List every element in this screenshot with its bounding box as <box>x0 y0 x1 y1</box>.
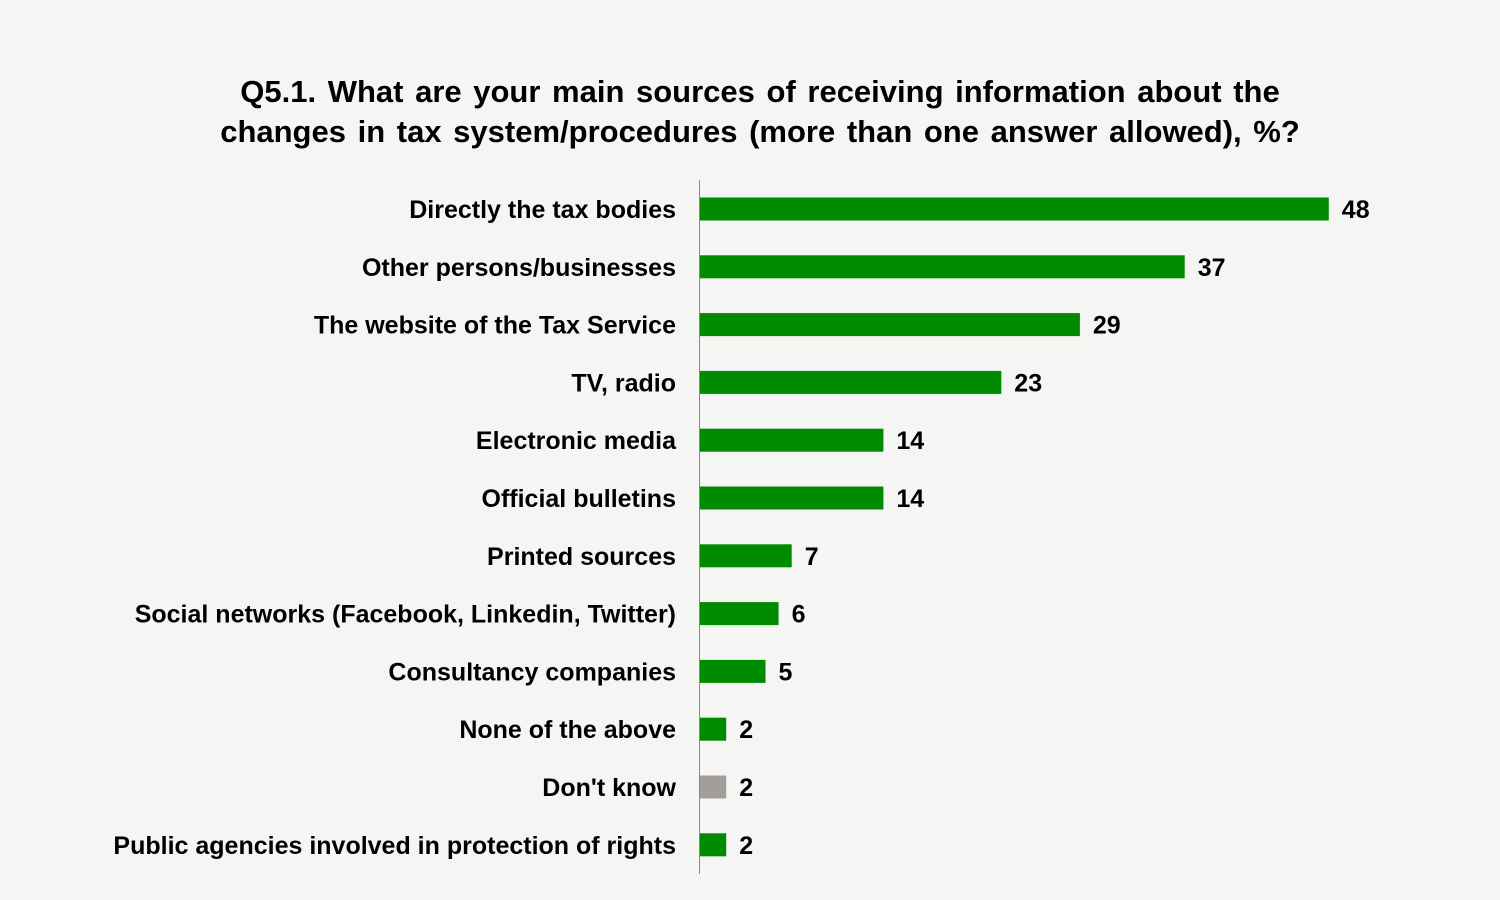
category-label: Public agencies involved in protection o… <box>113 832 676 860</box>
bar <box>700 775 727 799</box>
chart-title-line-2: changes in tax system/procedures (more t… <box>220 114 1300 149</box>
category-label: The website of the Tax Service <box>314 312 676 340</box>
category-label: Directly the tax bodies <box>409 196 676 224</box>
value-label: 2 <box>739 716 753 744</box>
bar <box>700 428 884 452</box>
value-label: 5 <box>779 658 793 686</box>
category-label: None of the above <box>459 716 676 744</box>
bar <box>700 370 1002 394</box>
value-label: 6 <box>792 601 806 629</box>
bar <box>700 717 727 741</box>
bar <box>700 602 779 626</box>
value-label: 29 <box>1093 312 1121 340</box>
value-label: 23 <box>1014 369 1042 397</box>
value-label: 2 <box>739 774 753 802</box>
bar <box>700 255 1185 279</box>
value-label: 7 <box>805 543 819 571</box>
category-label: TV, radio <box>571 369 676 397</box>
category-label: Other persons/businesses <box>362 254 676 282</box>
bar <box>700 544 792 568</box>
category-label: Electronic media <box>476 427 677 455</box>
value-label: 14 <box>896 427 924 455</box>
category-label: Official bulletins <box>482 485 676 513</box>
bar <box>700 833 727 857</box>
bar <box>700 313 1080 337</box>
category-label: Don't know <box>542 774 676 802</box>
chart-title-line-1: Q5.1. What are your main sources of rece… <box>240 74 1280 109</box>
category-label: Printed sources <box>487 543 676 571</box>
category-labels: Directly the tax bodies Other persons/bus… <box>113 196 677 860</box>
bar <box>700 197 1329 221</box>
bar <box>700 659 766 683</box>
category-label: Social networks (Facebook, Linkedin, Twi… <box>135 601 676 629</box>
chart-title: Q5.1. What are your main sources of rece… <box>120 72 1400 152</box>
category-label: Consultancy companies <box>388 658 676 686</box>
bars-group <box>700 197 1329 857</box>
value-label: 37 <box>1198 254 1226 282</box>
bar <box>700 486 884 510</box>
value-label: 48 <box>1342 196 1370 224</box>
value-labels: 48 37 29 23 14 14 7 6 5 2 2 2 <box>739 196 1370 860</box>
value-label: 2 <box>739 832 753 860</box>
value-label: 14 <box>896 485 924 513</box>
